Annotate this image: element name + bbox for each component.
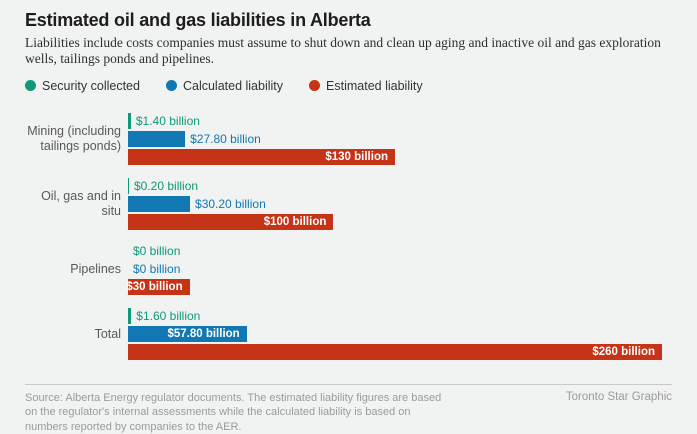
page-title: Estimated oil and gas liabilities in Alb…	[25, 10, 371, 30]
bar-row: $57.80 billion	[128, 325, 662, 342]
legend-dot-icon	[165, 80, 177, 92]
bar-row: $30.20 billion	[128, 195, 662, 212]
value-label: $57.80 billion	[167, 327, 240, 340]
credit-note: Toronto Star Graphic	[565, 390, 672, 403]
bar	[128, 307, 132, 324]
bar-group: Oil, gas and in situ $0.20 billion $30.20 …	[25, 177, 672, 230]
bar-row: $100 billion	[128, 213, 662, 230]
bar	[128, 112, 131, 129]
footer: Source: Alberta Energy regulator documen…	[25, 383, 672, 434]
legend: Security collected Calculated liability Es…	[25, 79, 672, 93]
legend-item: Calculated liability	[165, 78, 284, 93]
page-subtitle: Liabilities include costs companies must…	[25, 35, 661, 66]
bar-row: $1.60 billion	[128, 307, 662, 324]
bar-row: $260 billion	[128, 343, 662, 360]
bar: $57.80 billion	[128, 325, 247, 342]
bar-row: $0 billion	[128, 243, 662, 259]
bar: $130 billion	[128, 148, 395, 165]
bar-row: $27.80 billion	[128, 130, 662, 147]
value-label: $30 billion	[126, 280, 183, 293]
value-label: $27.80 billion	[190, 131, 261, 146]
bar	[128, 195, 191, 212]
bar: $30 billion	[126, 278, 190, 295]
legend-label: Calculated liability	[182, 78, 284, 93]
category-label: Total	[94, 326, 121, 341]
bars-column: $1.40 billion $27.80 billion $130 billion	[128, 112, 662, 165]
bar-row: $30 billion	[126, 278, 662, 295]
category-label: Mining (including tailings ponds)	[27, 124, 121, 153]
category-label: Oil, gas and in situ	[41, 189, 121, 218]
value-label: $0 billion	[133, 261, 181, 276]
bar-group: Pipelines $0 billion $0 billion $30 billion	[25, 243, 672, 295]
bar-row: $130 billion	[128, 148, 662, 165]
legend-label: Estimated liability	[326, 78, 423, 93]
legend-dot-icon	[25, 80, 36, 92]
bars-column: $0.20 billion $30.20 billion $100 billion	[128, 177, 662, 230]
bar-row: $1.40 billion	[128, 112, 662, 129]
value-label: $1.60 billion	[136, 308, 201, 323]
value-label: $100 billion	[263, 215, 327, 228]
bar	[128, 177, 129, 194]
category-label: Pipelines	[70, 261, 121, 276]
value-label: $1.40 billion	[135, 113, 200, 128]
value-label: $0 billion	[133, 243, 181, 258]
bars-column: $0 billion $0 billion $30 billion	[126, 243, 662, 295]
legend-label: Security collected	[42, 78, 140, 93]
bar: $100 billion	[128, 213, 334, 230]
bar-row: $0 billion	[128, 261, 662, 277]
value-label: $0.20 billion	[134, 178, 199, 193]
bar: $260 billion	[128, 343, 662, 360]
chart-area: Mining (including tailings ponds) $1.40 b…	[25, 112, 672, 360]
value-label: $30.20 billion	[195, 196, 266, 211]
bar	[128, 130, 186, 147]
bar-group: Total $1.60 billion $57.80 billion $260 bil…	[25, 307, 672, 360]
bar-group: Mining (including tailings ponds) $1.40 b…	[25, 112, 672, 165]
legend-item: Estimated liability	[309, 79, 423, 93]
legend-dot-icon	[309, 80, 321, 92]
value-label: $130 billion	[325, 150, 388, 163]
bar-row: $0.20 billion	[128, 177, 662, 194]
legend-item: Security collected	[25, 79, 140, 93]
value-label: $260 billion	[592, 345, 655, 358]
bars-column: $1.60 billion $57.80 billion $260 billion	[128, 307, 662, 360]
